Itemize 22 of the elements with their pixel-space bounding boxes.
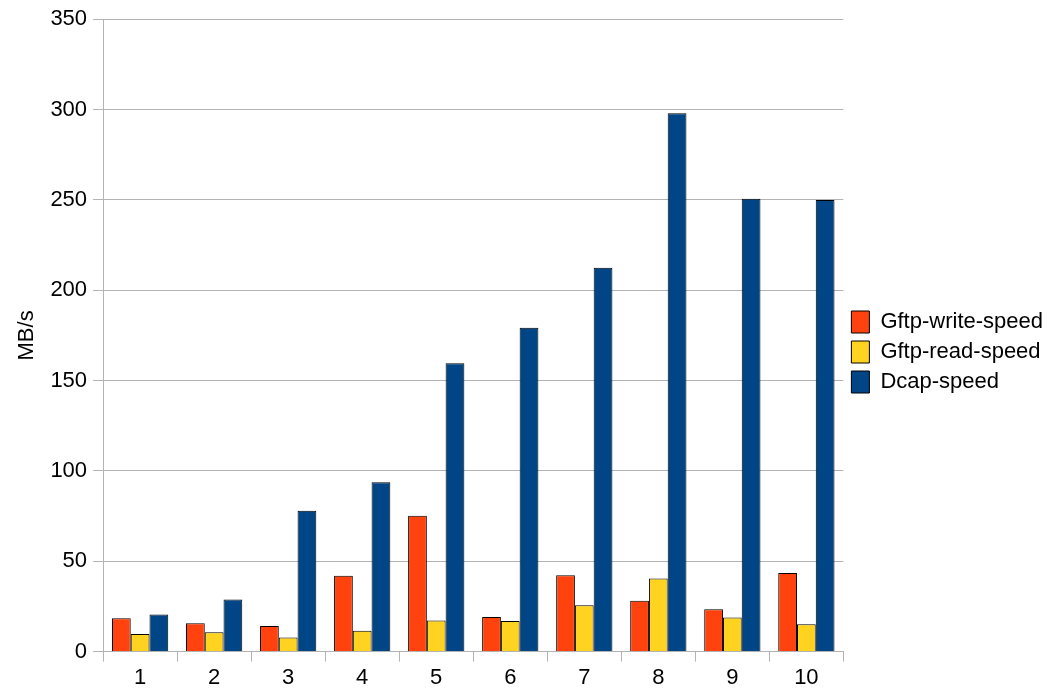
- y-tick-label: 150: [50, 366, 88, 392]
- legend-label: Gftp-read-speed: [880, 338, 1041, 364]
- y-axis-title: MB/s: [13, 310, 39, 361]
- x-tick-label: 10: [794, 663, 819, 689]
- y-tick-label: 350: [50, 5, 88, 31]
- y-tick-label: 250: [50, 185, 88, 211]
- x-tick-label: 8: [652, 663, 665, 689]
- y-tick-label: 0: [74, 637, 88, 663]
- x-tick-label: 1: [133, 663, 147, 689]
- x-tick-label: 4: [356, 663, 369, 689]
- x-tick-label: 7: [578, 663, 591, 689]
- x-tick-label: 6: [504, 663, 517, 689]
- legend-label: Dcap-speed: [880, 368, 1000, 394]
- x-tick-label: 3: [282, 663, 295, 689]
- x-tick-label: 5: [430, 663, 443, 689]
- y-tick-label: 300: [50, 95, 88, 121]
- x-tick-label: 2: [208, 663, 221, 689]
- x-tick-label: 9: [726, 663, 739, 689]
- legend-label: Gftp-write-speed: [880, 308, 1044, 334]
- y-tick-label: 50: [62, 547, 88, 573]
- y-tick-label: 200: [50, 276, 88, 302]
- y-tick-label: 100: [50, 456, 88, 482]
